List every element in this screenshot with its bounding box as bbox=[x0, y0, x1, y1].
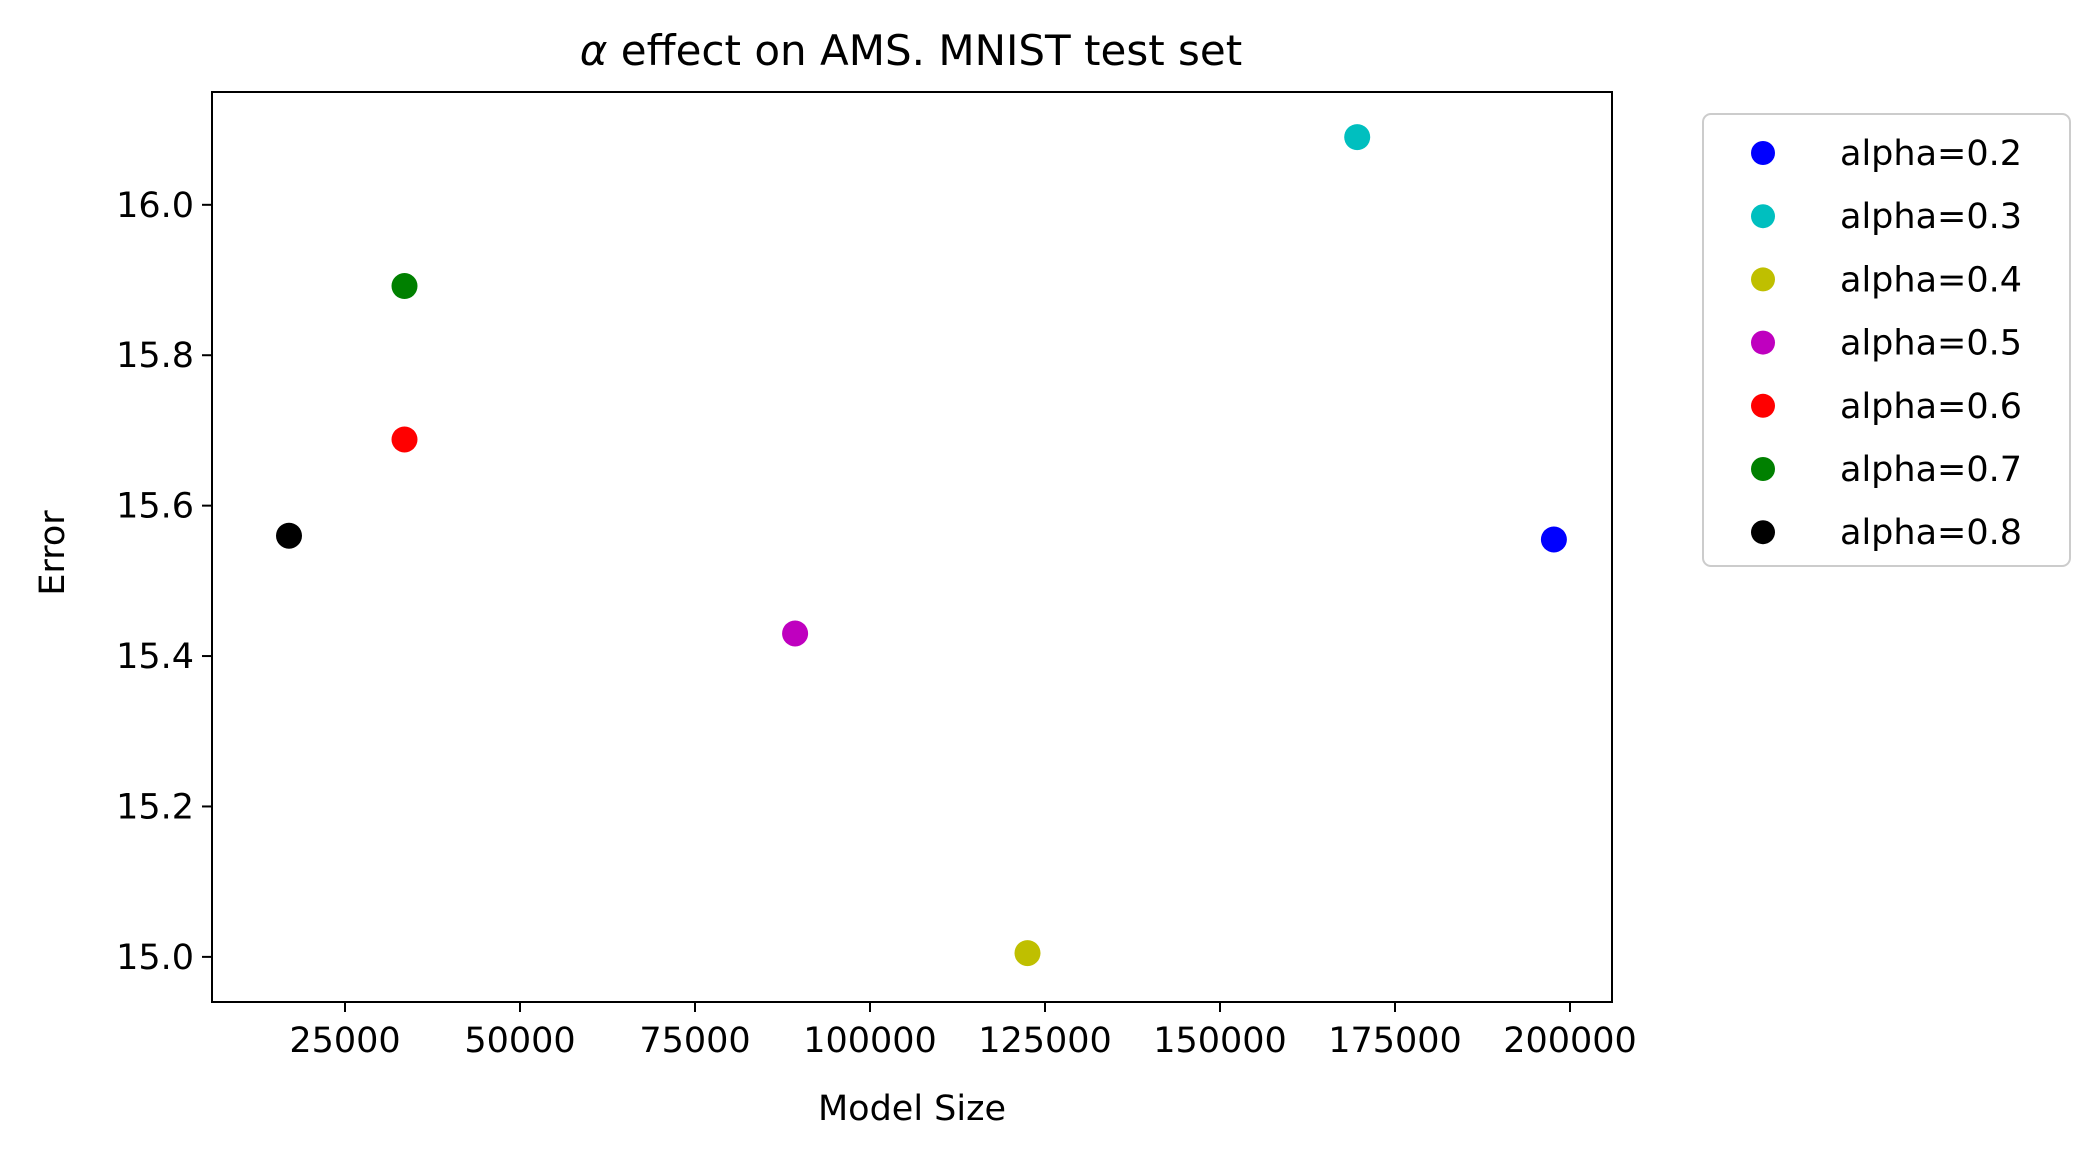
data-point bbox=[1014, 940, 1041, 967]
y-tick-label: 15.0 bbox=[116, 938, 194, 978]
x-tick-label: 50000 bbox=[464, 1021, 575, 1061]
x-axis-label: Model Size bbox=[818, 1089, 1006, 1129]
title-text: effect on AMS. MNIST test set bbox=[607, 26, 1242, 75]
legend-marker bbox=[1751, 520, 1775, 545]
y-tick-label: 15.6 bbox=[116, 487, 194, 527]
x-tick-label: 175000 bbox=[1328, 1021, 1462, 1061]
x-tick-label: 150000 bbox=[1153, 1021, 1287, 1061]
legend-marker bbox=[1751, 204, 1775, 229]
legend-marker bbox=[1751, 457, 1775, 481]
legend-entries: alpha=0.2 alpha=0.3 alpha=0.4 alpha=0.5 alph… bbox=[1751, 134, 2022, 553]
x-axis-ticks: 25000 50000 75000 100000 125000 150000 175000 2… bbox=[289, 1002, 1637, 1061]
x-tick-label: 75000 bbox=[639, 1021, 750, 1061]
legend-marker bbox=[1751, 267, 1775, 292]
legend-label: alpha=0.6 bbox=[1840, 387, 2022, 427]
legend-marker bbox=[1751, 393, 1775, 418]
legend-label: alpha=0.8 bbox=[1840, 513, 2022, 553]
legend-label: alpha=0.5 bbox=[1840, 324, 2022, 364]
y-tick-label: 16.0 bbox=[116, 186, 194, 226]
data-point bbox=[391, 426, 418, 453]
y-axis-ticks: 15.0 15.2 15.4 15.6 15.8 16.0 bbox=[116, 186, 212, 978]
y-tick-label: 15.2 bbox=[116, 787, 194, 827]
data-point bbox=[1540, 526, 1567, 553]
legend: alpha=0.2 alpha=0.3 alpha=0.4 alpha=0.5 alph… bbox=[1702, 113, 2071, 567]
data-point bbox=[276, 522, 302, 549]
x-tick-label: 25000 bbox=[289, 1021, 400, 1061]
legend-label: alpha=0.4 bbox=[1840, 260, 2022, 300]
x-tick-label: 200000 bbox=[1503, 1021, 1637, 1061]
legend-label: alpha=0.7 bbox=[1840, 450, 2022, 490]
plot-area-frame bbox=[211, 91, 1613, 1003]
y-axis-label: Error bbox=[33, 510, 73, 596]
legend-label: alpha=0.2 bbox=[1840, 134, 2022, 174]
data-point bbox=[391, 273, 418, 300]
legend-marker bbox=[1751, 141, 1775, 165]
data-points bbox=[276, 124, 1567, 967]
x-tick-label: 100000 bbox=[803, 1021, 937, 1061]
x-tick-label: 125000 bbox=[978, 1021, 1112, 1061]
legend-marker bbox=[1751, 330, 1775, 355]
data-point bbox=[1344, 124, 1371, 151]
y-tick-label: 15.4 bbox=[116, 637, 194, 677]
legend-box bbox=[1702, 113, 2071, 567]
data-point bbox=[782, 620, 809, 647]
title-alpha-symbol: α bbox=[580, 26, 608, 75]
y-tick-label: 15.8 bbox=[116, 336, 194, 376]
legend-label: alpha=0.3 bbox=[1840, 197, 2022, 237]
chart-title: α effect on AMS. MNIST test set bbox=[580, 26, 1242, 75]
